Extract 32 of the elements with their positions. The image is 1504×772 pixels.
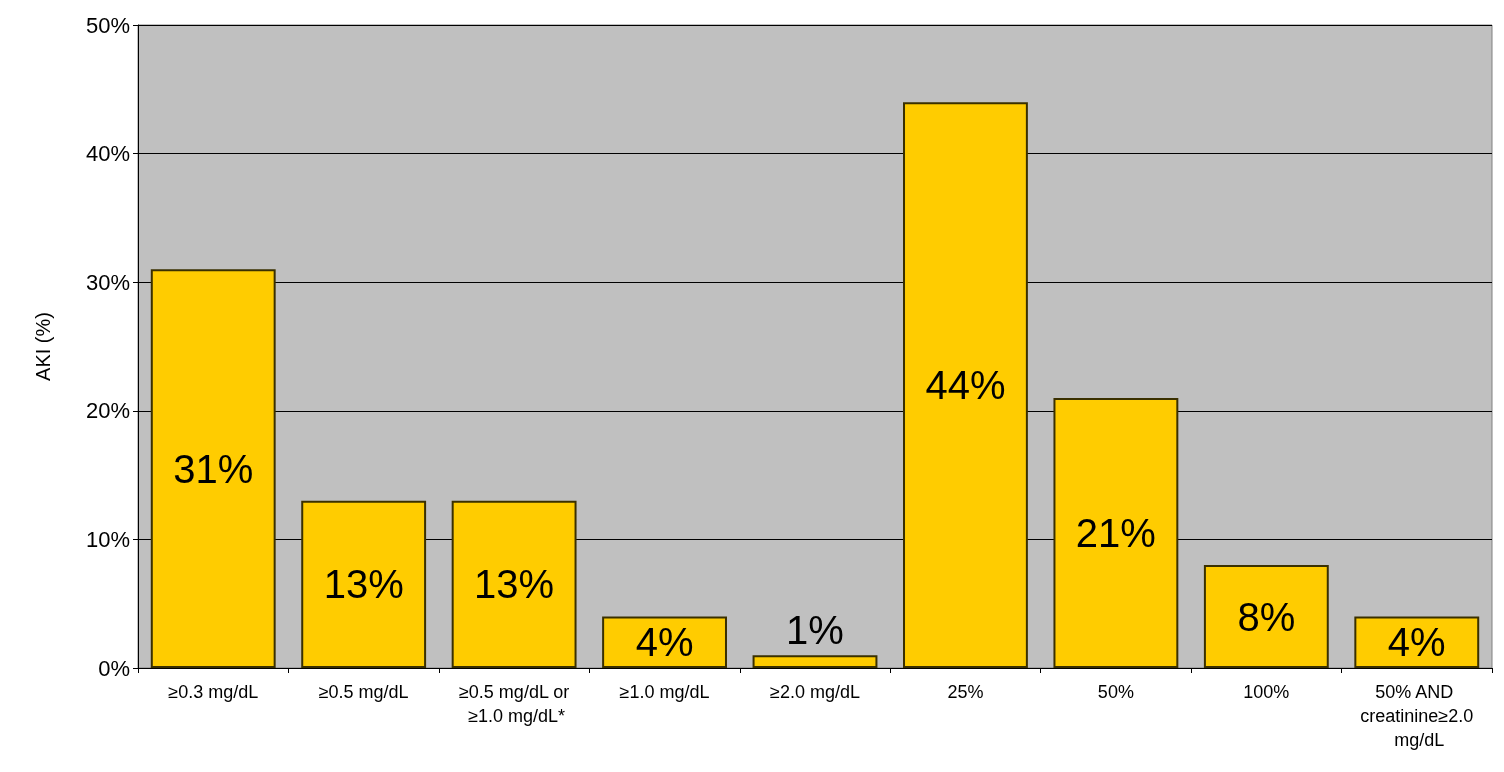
data-label: 13% — [474, 562, 555, 607]
y-tick-label: 30% — [85, 269, 130, 295]
y-tick-label: 10% — [85, 526, 130, 552]
data-label: 31% — [173, 446, 254, 491]
x-tick-label: ≥0.5 mg/dL — [318, 682, 409, 702]
x-tick-label: 100% — [1243, 682, 1290, 702]
bar — [903, 102, 1028, 668]
data-label: 44% — [925, 363, 1006, 408]
bar — [451, 500, 577, 668]
bar — [1203, 565, 1329, 668]
x-tick-label: ≥1.0 mg/dL — [619, 682, 710, 702]
data-label: 13% — [323, 562, 404, 607]
data-label: 4% — [635, 620, 694, 665]
y-tick-label: 20% — [85, 398, 130, 424]
x-tick-label: ≥0.3 mg/dL — [168, 682, 259, 702]
bar — [752, 655, 878, 668]
y-tick-label: 50% — [85, 12, 130, 38]
x-tick-label: ≥0.5 mg/dL or ≥1.0 mg/dL* — [458, 682, 570, 726]
y-tick-label: 0% — [98, 655, 130, 681]
x-tick-label: 50% AND creatinine≥2.0 mg/dL — [1360, 682, 1474, 750]
data-label: 1% — [786, 608, 844, 653]
x-tick-label: 50% — [1097, 682, 1134, 702]
data-label: 21% — [1075, 510, 1156, 555]
data-label: 8% — [1237, 594, 1296, 639]
y-tick-label: 40% — [85, 141, 130, 167]
bar — [1053, 397, 1179, 668]
bar — [301, 500, 427, 668]
x-tick-label: 25% — [947, 682, 984, 702]
y-axis-title: AKI (%) — [32, 312, 54, 381]
bar — [150, 269, 276, 668]
data-label: 4% — [1387, 620, 1446, 665]
x-tick-label: ≥2.0 mg/dL — [770, 682, 860, 702]
